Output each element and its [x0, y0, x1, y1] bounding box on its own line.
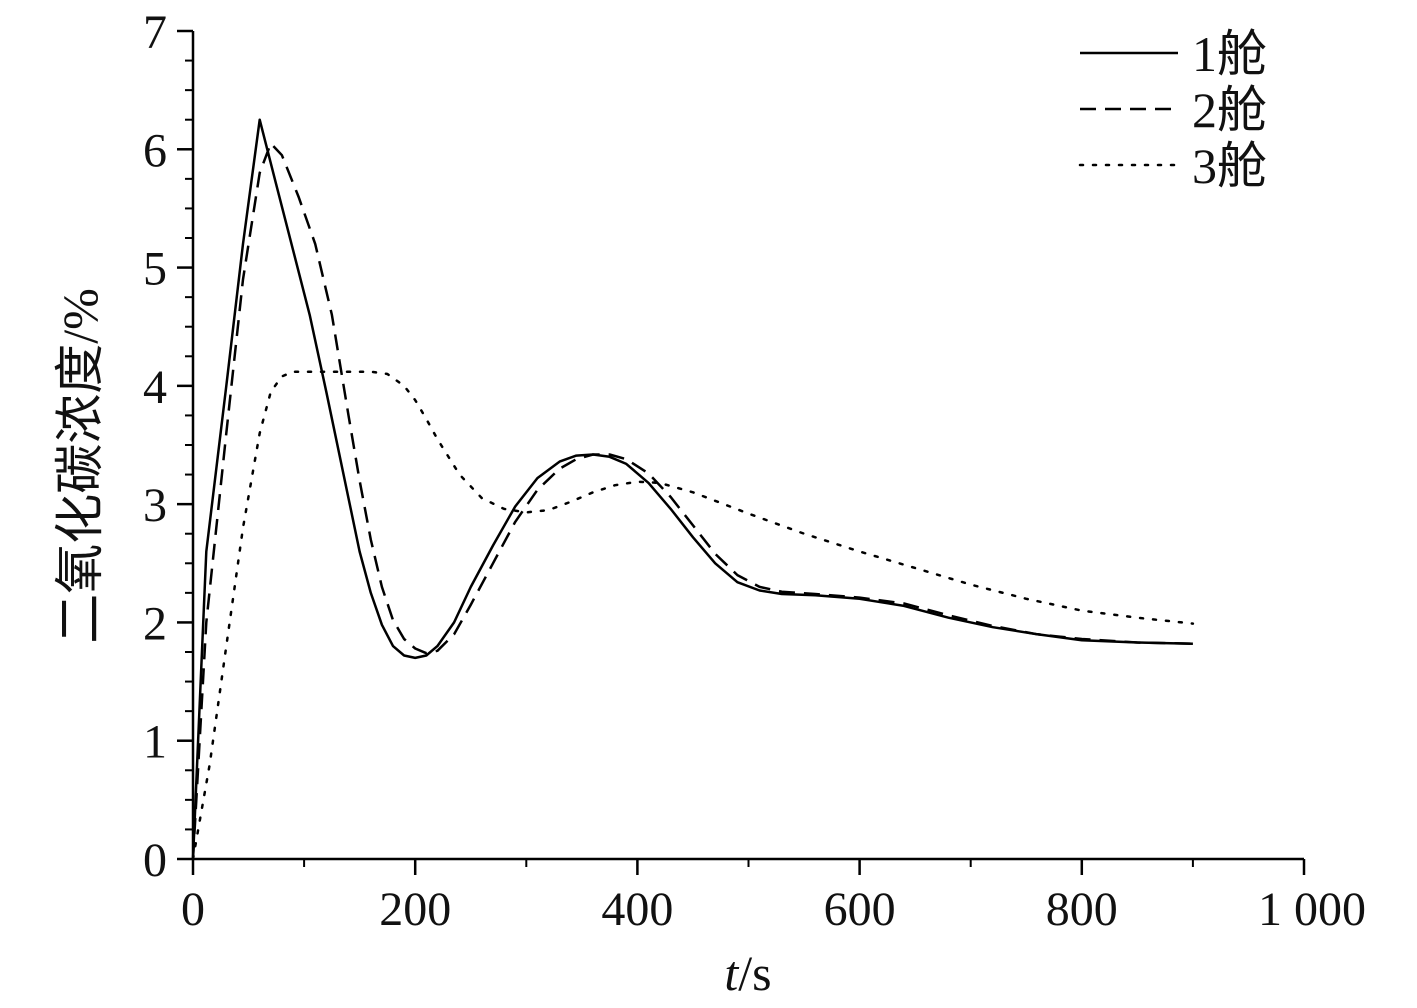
- x-axis-title-variable: t: [724, 945, 739, 1001]
- axes: [191, 31, 1304, 861]
- y-tick-label: 7: [143, 6, 167, 59]
- y-tick-label: 4: [143, 361, 167, 414]
- series-line-2: [191, 142, 1193, 860]
- x-axis-title-unit: /s: [738, 945, 771, 1001]
- y-axis-title: 二氧化碳浓度/%: [52, 288, 108, 644]
- y-tick-label: 5: [143, 243, 167, 296]
- x-tick-label: 600: [824, 883, 896, 936]
- x-tick-label: 200: [379, 883, 451, 936]
- y-tick-label: 0: [143, 834, 167, 887]
- x-axis-title: t/s: [724, 945, 771, 1001]
- legend-label-1: 1舱: [1192, 26, 1267, 82]
- series-line-1: [191, 118, 1193, 860]
- y-tick-label: 2: [143, 597, 167, 650]
- series-line-3: [191, 370, 1195, 861]
- x-tick-label: 1 000: [1258, 883, 1366, 936]
- y-tick-label: 1: [143, 716, 167, 769]
- tick-marks: 0 1 2 3 4 5 6 7 0 200 400 600 800 1 000: [143, 6, 1366, 936]
- y-tick-label: 3: [143, 479, 167, 532]
- legend-label-2: 2舱: [1192, 82, 1267, 138]
- legend-label-3: 3舱: [1192, 138, 1267, 194]
- x-tick-label: 400: [601, 883, 673, 936]
- y-tick-label: 6: [143, 124, 167, 177]
- x-tick-label: 0: [181, 883, 205, 936]
- series-lines: [191, 118, 1195, 861]
- x-tick-label: 800: [1046, 883, 1118, 936]
